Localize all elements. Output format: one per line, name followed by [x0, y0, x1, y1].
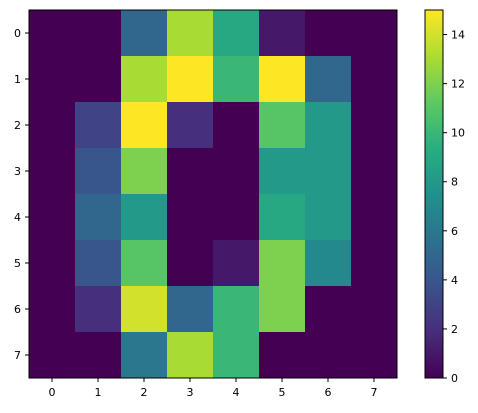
heatmap-cell-r3-c6	[305, 148, 352, 195]
y-axis-ticks: 0 1 2 3 4 5 6 7	[14, 27, 29, 362]
heatmap-cell-r0-c0	[29, 10, 76, 57]
heatmap-cell-r5-c0	[29, 240, 76, 287]
heatmap-cell-r3-c1	[75, 148, 122, 195]
heatmap-cell-r3-c0	[29, 148, 76, 195]
heatmap-cells	[29, 10, 398, 379]
colorbar	[424, 9, 444, 379]
y-tick-label: 5	[14, 257, 21, 270]
heatmap-cell-r6-c7	[351, 286, 398, 333]
heatmap-cell-r7-c7	[351, 332, 398, 379]
y-tick-label: 2	[14, 119, 21, 132]
y-tick-label: 1	[14, 73, 21, 86]
heatmap-cell-r4-c1	[75, 194, 122, 241]
heatmap-cell-r5-c6	[305, 240, 352, 287]
plot-frame	[28, 9, 398, 379]
heatmap-cell-r4-c3	[167, 194, 214, 241]
colorbar-tick-label: 10	[451, 127, 465, 140]
heatmap-cell-r7-c5	[259, 332, 306, 379]
heatmap-cell-r0-c4	[213, 10, 260, 57]
heatmap-cell-r1-c1	[75, 56, 122, 103]
y-tick-label: 0	[14, 27, 21, 40]
x-tick-label: 0	[49, 386, 56, 399]
heatmap-cell-r5-c2	[121, 240, 168, 287]
heatmap-cell-r4-c6	[305, 194, 352, 241]
heatmap-cell-r3-c2	[121, 148, 168, 195]
heatmap-cell-r5-c3	[167, 240, 214, 287]
y-tick-label: 6	[14, 303, 21, 316]
colorbar-ticks: 0 2 4 6 8 10 12 14	[443, 29, 465, 385]
heatmap-cell-r6-c2	[121, 286, 168, 333]
x-tick-label: 2	[141, 386, 148, 399]
heatmap-cell-r4-c2	[121, 194, 168, 241]
heatmap-cell-r0-c1	[75, 10, 122, 57]
heatmap-cell-r3-c3	[167, 148, 214, 195]
colorbar-tick-label: 8	[451, 176, 458, 189]
heatmap-cell-r7-c6	[305, 332, 352, 379]
heatmap-cell-r1-c5	[259, 56, 306, 103]
heatmap-cell-r4-c7	[351, 194, 398, 241]
x-axis-ticks: 0 1 2 3 4 5 6 7	[49, 378, 378, 399]
x-tick-label: 5	[279, 386, 286, 399]
heatmap-cell-r2-c3	[167, 102, 214, 149]
x-tick-label: 4	[233, 386, 240, 399]
heatmap-cell-r5-c7	[351, 240, 398, 287]
heatmap-cell-r6-c6	[305, 286, 352, 333]
y-tick-label: 4	[14, 211, 21, 224]
heatmap-cell-r3-c5	[259, 148, 306, 195]
heatmap-cell-r4-c0	[29, 194, 76, 241]
colorbar-tick-label: 4	[451, 274, 458, 287]
heatmap-cell-r7-c3	[167, 332, 214, 379]
y-tick-label: 7	[14, 349, 21, 362]
heatmap-cell-r6-c1	[75, 286, 122, 333]
heatmap-cell-r5-c5	[259, 240, 306, 287]
colorbar-tick-label: 6	[451, 225, 458, 238]
heatmap-cell-r0-c2	[121, 10, 168, 57]
heatmap-cell-r2-c0	[29, 102, 76, 149]
heatmap-cell-r3-c7	[351, 148, 398, 195]
heatmap-cell-r0-c3	[167, 10, 214, 57]
heatmap-cell-r6-c4	[213, 286, 260, 333]
x-tick-label: 7	[371, 386, 378, 399]
heatmap-cell-r5-c4	[213, 240, 260, 287]
heatmap-cell-r0-c6	[305, 10, 352, 57]
heatmap-cell-r7-c1	[75, 332, 122, 379]
heatmap-cell-r1-c4	[213, 56, 260, 103]
heatmap-cell-r2-c6	[305, 102, 352, 149]
heatmap-cell-r0-c7	[351, 10, 398, 57]
colorbar-tick-label: 12	[451, 78, 465, 91]
heatmap-cell-r2-c2	[121, 102, 168, 149]
heatmap-cell-r1-c3	[167, 56, 214, 103]
heatmap-cell-r0-c5	[259, 10, 306, 57]
heatmap-cell-r6-c5	[259, 286, 306, 333]
heatmap-cell-r2-c7	[351, 102, 398, 149]
colorbar-tick-label: 2	[451, 323, 458, 336]
heatmap-cell-r4-c5	[259, 194, 306, 241]
heatmap-cell-r2-c5	[259, 102, 306, 149]
heatmap-cell-r1-c2	[121, 56, 168, 103]
heatmap-cell-r7-c0	[29, 332, 76, 379]
heatmap-cell-r1-c6	[305, 56, 352, 103]
heatmap-cell-r1-c0	[29, 56, 76, 103]
x-tick-label: 1	[95, 386, 102, 399]
heatmap-cell-r5-c1	[75, 240, 122, 287]
heatmap-cell-r7-c4	[213, 332, 260, 379]
heatmap-cell-r1-c7	[351, 56, 398, 103]
heatmap-cell-r2-c4	[213, 102, 260, 149]
x-tick-label: 6	[325, 386, 332, 399]
heatmap-cell-r2-c1	[75, 102, 122, 149]
colorbar-tick-label: 14	[451, 29, 465, 42]
colorbar-tick-label: 0	[451, 372, 458, 385]
heatmap-cell-r6-c0	[29, 286, 76, 333]
heatmap-cell-r6-c3	[167, 286, 214, 333]
heatmap-cell-r7-c2	[121, 332, 168, 379]
heatmap-cell-r4-c4	[213, 194, 260, 241]
x-tick-label: 3	[187, 386, 194, 399]
heatmap-cell-r3-c4	[213, 148, 260, 195]
y-tick-label: 3	[14, 165, 21, 178]
